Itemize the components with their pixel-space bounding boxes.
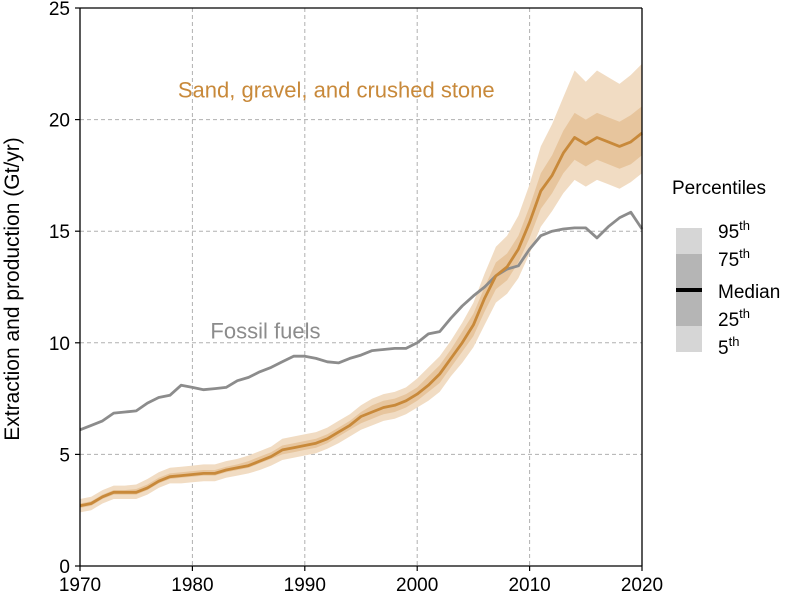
legend-entry-label: 25 xyxy=(718,310,739,331)
legend-title: Percentiles xyxy=(672,178,766,199)
legend-entry-0: 95th xyxy=(718,218,750,243)
legend-entry-label: 95 xyxy=(718,222,739,243)
band-5-95-percentile xyxy=(80,63,642,513)
band-25-75-percentile xyxy=(80,106,642,508)
x-tick-label-1980: 1980 xyxy=(171,575,213,596)
legend-entry-superscript: th xyxy=(739,306,750,321)
series-lines xyxy=(79,131,644,508)
legend-entry-superscript: th xyxy=(739,218,750,233)
legend-entry-label: 5 xyxy=(718,338,729,359)
legend-entry-4: 5th xyxy=(718,334,739,359)
y-tick-label-25: 25 xyxy=(49,0,70,20)
x-tick-label-2020: 2020 xyxy=(621,575,663,596)
y-tick-label-5: 5 xyxy=(59,445,70,466)
x-tick-label-2010: 2010 xyxy=(508,575,550,596)
legend-entry-3: 25th xyxy=(718,306,750,331)
y-axis-label: Extraction and production (Gt/yr) xyxy=(1,137,24,440)
legend-swatch-median xyxy=(676,288,702,292)
x-tick-label-2000: 2000 xyxy=(396,575,438,596)
y-tick-label-0: 0 xyxy=(59,557,70,578)
y-tick-label-20: 20 xyxy=(49,111,70,132)
legend-entry-1: 75th xyxy=(718,246,750,271)
legend-entry-superscript: th xyxy=(739,246,750,261)
percentile-bands xyxy=(80,63,642,513)
tick-labels: 1970 1980 1990 2000 2010 2020 0 5 10 15 20 25 xyxy=(49,0,663,596)
axes xyxy=(79,7,643,567)
x-tick-label-1990: 1990 xyxy=(284,575,326,596)
series-line-sand-median xyxy=(79,131,643,508)
annotation-sand-gravel: Sand, gravel, and crushed stone xyxy=(178,77,495,102)
y-tick-label-10: 10 xyxy=(49,334,70,355)
y-tick-label-15: 15 xyxy=(49,222,70,243)
annotation-fossil-fuels: Fossil fuels xyxy=(210,318,320,343)
series-line-fossil-fuels xyxy=(79,210,644,432)
legend-entry-superscript: th xyxy=(729,334,740,349)
legend-entry-label: Median xyxy=(718,282,780,303)
legend-entry-2: Median xyxy=(718,282,780,303)
x-tick-label-1970: 1970 xyxy=(59,575,101,596)
grid xyxy=(80,8,642,566)
legend-entry-label: 75 xyxy=(718,250,739,271)
